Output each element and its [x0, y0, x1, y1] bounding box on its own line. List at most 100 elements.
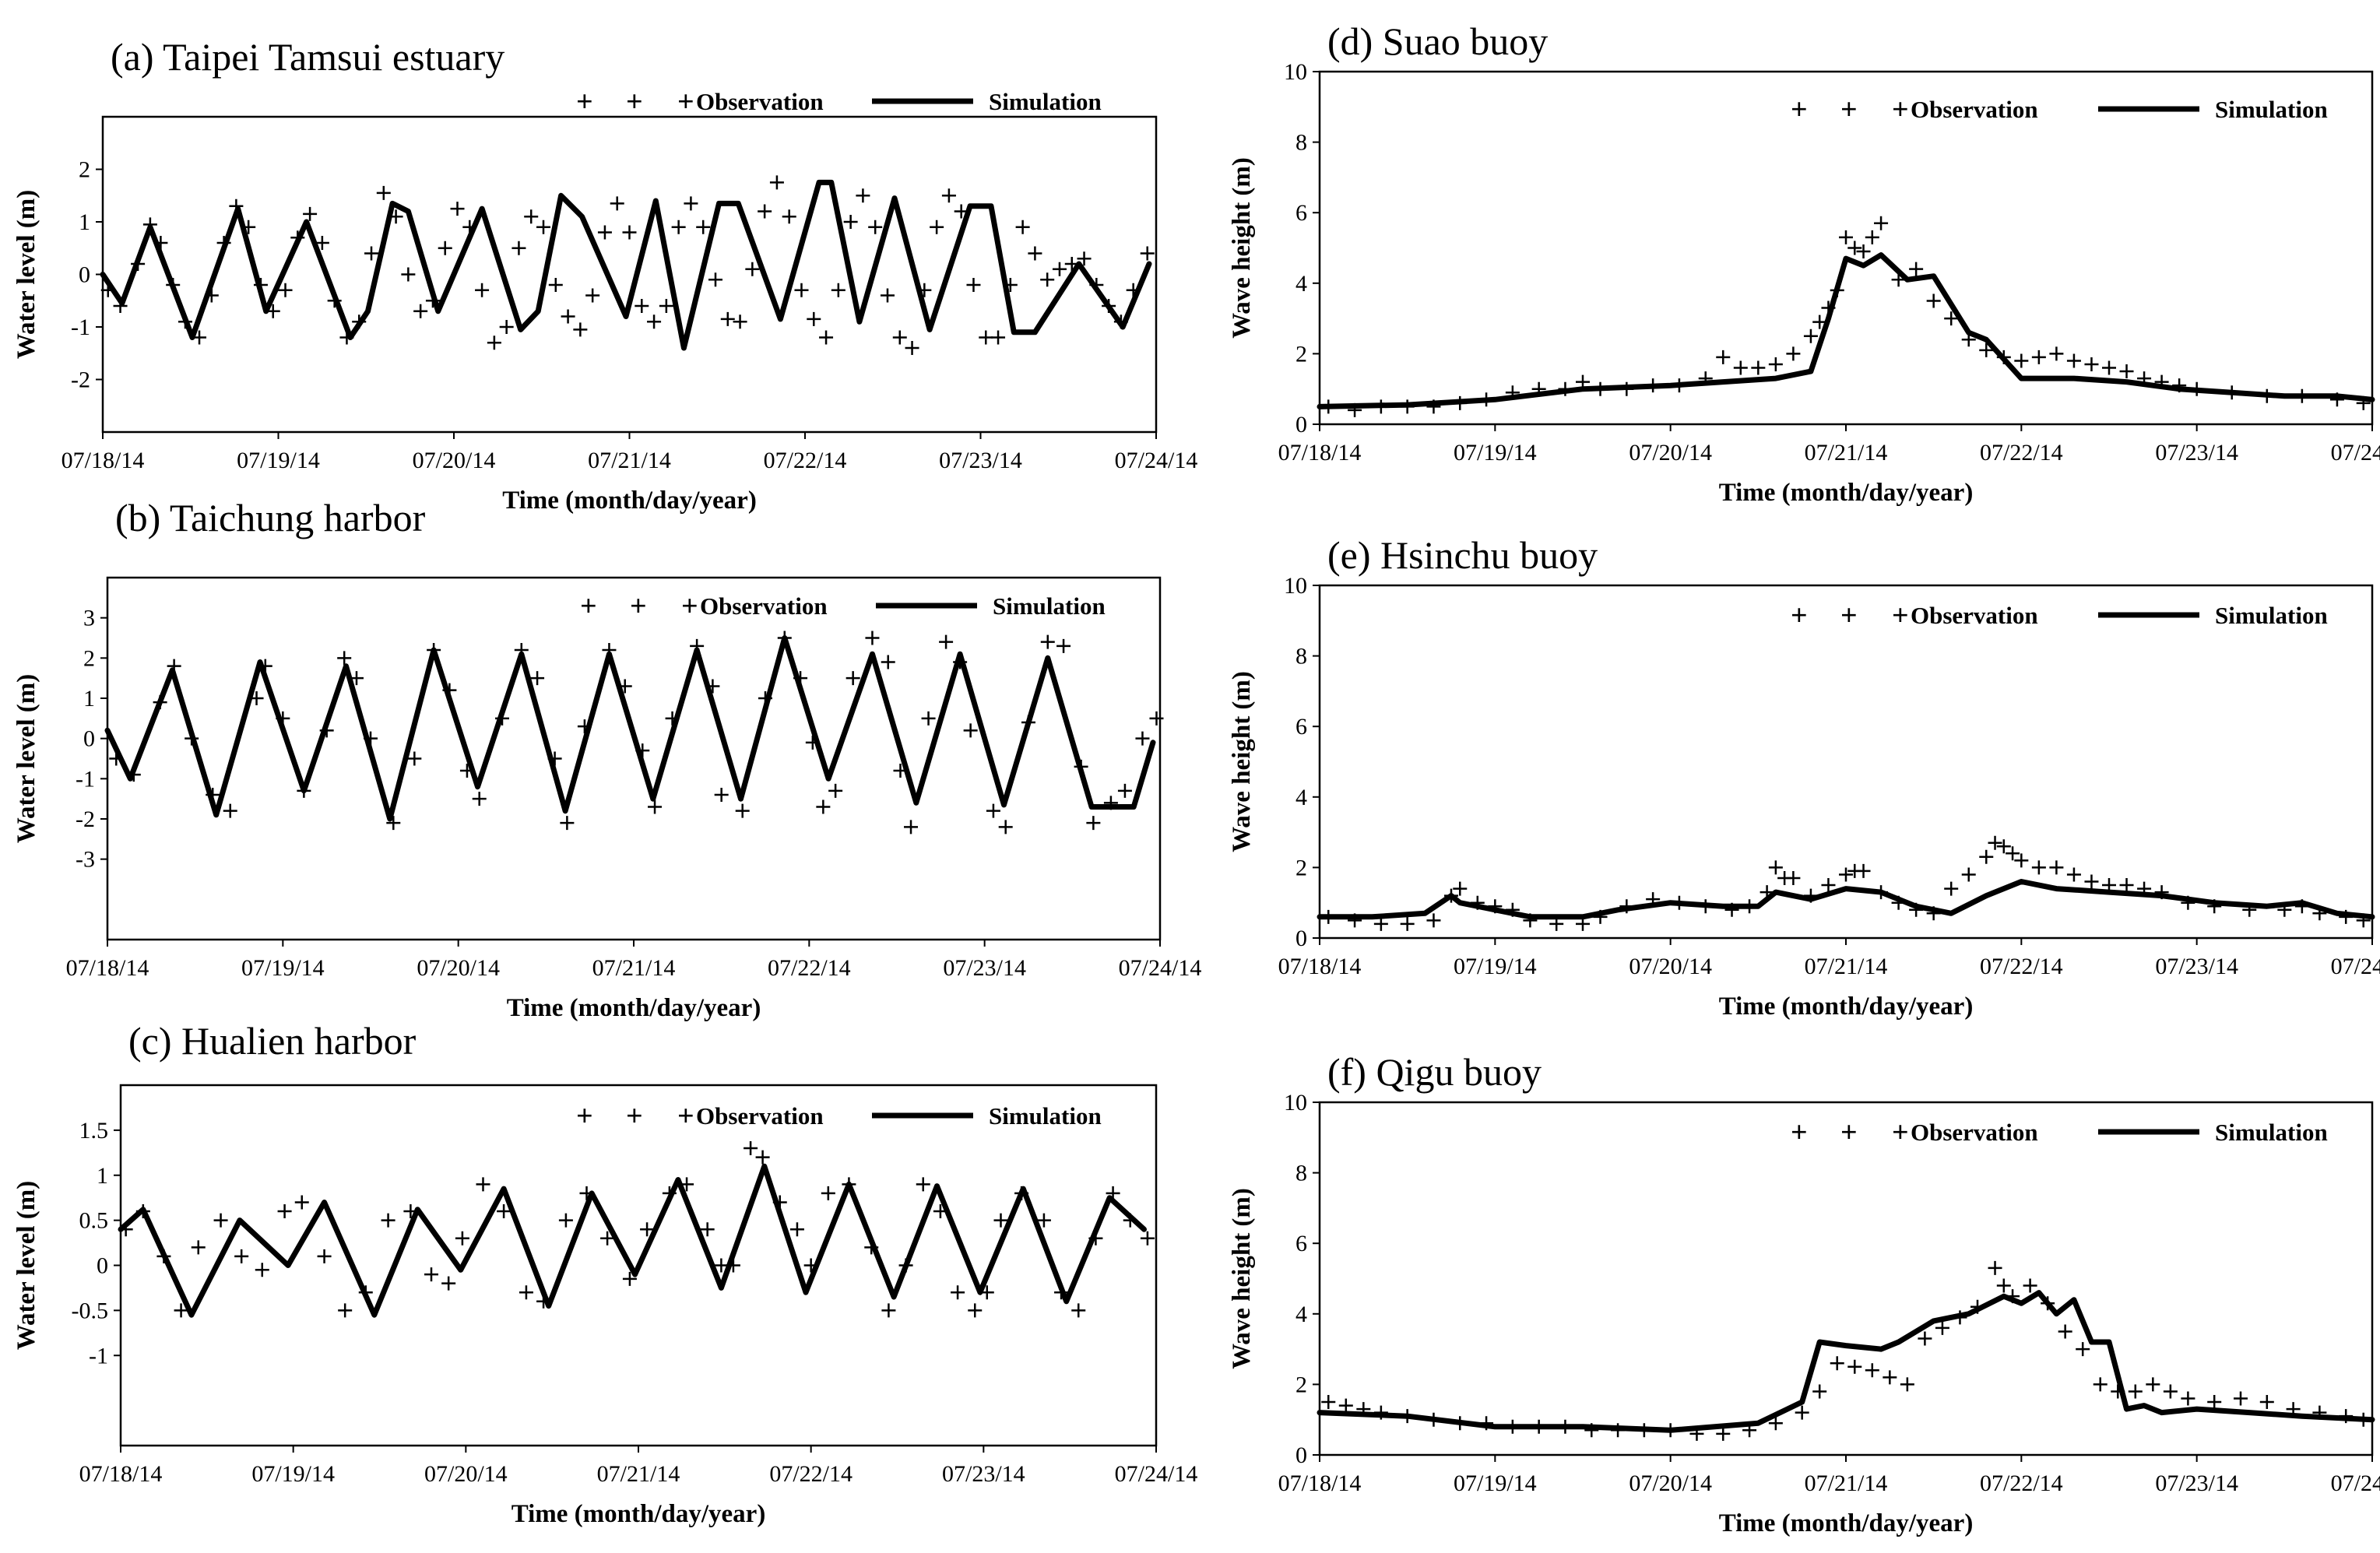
y-tick-label-f-2: 4 [1295, 1302, 1307, 1327]
observation-marker-b-25 [560, 816, 575, 831]
observation-marker-d-17 [1733, 360, 1748, 375]
observation-marker-d-5 [1453, 395, 1468, 410]
observation-marker-b-37 [777, 631, 792, 645]
legend-observation-a: Observation [696, 88, 824, 115]
observation-marker-c-48 [1014, 1186, 1029, 1200]
observation-marker-d-12 [1619, 381, 1634, 396]
observation-marker-a-3 [142, 217, 157, 232]
legend-obs-symbol-b-3: + [681, 590, 698, 623]
chart-title-a: (a) Taipei Tamsui estuary [111, 35, 504, 79]
observation-marker-a-25 [413, 304, 428, 318]
observation-marker-f-40 [2146, 1377, 2160, 1392]
observation-marker-d-20 [1786, 346, 1801, 361]
observation-marker-e-51 [2277, 902, 2292, 917]
observation-marker-e-19 [1742, 899, 1757, 914]
legend-simulation-b: Simulation [993, 592, 1106, 620]
observation-marker-e-5 [1444, 888, 1458, 903]
observation-marker-a-34 [524, 209, 539, 224]
observation-marker-d-11 [1593, 381, 1608, 396]
observation-marker-d-30 [1891, 272, 1906, 287]
observation-marker-f-12 [1611, 1423, 1626, 1438]
observation-marker-b-23 [530, 671, 545, 686]
x-tick-label-f-5: 07/23/14 [2155, 1470, 2238, 1496]
observation-marker-b-8 [258, 659, 272, 673]
observation-marker-e-15 [1646, 892, 1661, 907]
observation-marker-f-46 [2286, 1402, 2301, 1417]
observation-marker-e-41 [2049, 860, 2064, 875]
observation-marker-f-1 [1338, 1398, 1353, 1413]
observation-marker-b-18 [442, 683, 457, 697]
observation-marker-b-4 [185, 731, 199, 746]
observation-marker-b-16 [407, 751, 422, 766]
x-tick-label-b-5: 07/23/14 [943, 955, 1026, 981]
observation-marker-a-5 [166, 278, 181, 292]
observation-marker-d-47 [2189, 381, 2204, 396]
observation-marker-f-16 [1716, 1426, 1731, 1441]
observation-marker-f-26 [1918, 1331, 1932, 1346]
observation-marker-a-73 [1003, 278, 1018, 292]
observation-marker-a-35 [536, 220, 551, 234]
y-tick-label-e-1: 2 [1295, 855, 1307, 880]
legend-obs-symbol-f-1: + [1791, 1116, 1808, 1149]
observation-marker-b-38 [793, 671, 808, 686]
observation-marker-c-14 [403, 1204, 418, 1219]
observation-marker-b-48 [939, 634, 954, 649]
y-tick-label-c-5: 1.5 [79, 1118, 109, 1144]
observation-marker-a-1 [113, 299, 128, 313]
observation-marker-c-19 [497, 1204, 512, 1219]
legend-obs-symbol-f-3: + [1892, 1116, 1909, 1149]
observation-marker-e-42 [2066, 867, 2081, 882]
observation-marker-a-8 [204, 288, 219, 303]
chart-title-d: (d) Suao buoy [1327, 19, 1548, 63]
observation-marker-c-20 [519, 1285, 533, 1300]
observation-marker-b-20 [472, 792, 487, 806]
observation-marker-c-2 [156, 1249, 171, 1263]
observation-marker-e-1 [1348, 913, 1362, 928]
observation-marker-d-41 [2084, 357, 2099, 371]
observation-marker-a-52 [745, 262, 760, 276]
observation-marker-d-6 [1479, 392, 1494, 407]
observation-marker-a-6 [178, 314, 192, 329]
observation-marker-f-28 [1953, 1310, 1967, 1325]
legend-simulation-e: Simulation [2215, 602, 2328, 629]
chart-title-f: (f) Qigu buoy [1327, 1050, 1542, 1094]
observation-marker-b-33 [705, 679, 720, 694]
observation-marker-c-29 [700, 1222, 715, 1237]
x-tick-label-e-4: 07/22/14 [1980, 954, 2063, 979]
observation-marker-e-20 [1760, 885, 1774, 900]
y-axis-label-d: Wave height (m) [1228, 157, 1256, 339]
observation-marker-c-40 [881, 1303, 896, 1318]
observation-marker-c-30 [714, 1258, 729, 1273]
observation-marker-e-40 [2031, 860, 2046, 875]
simulation-line-d [1317, 252, 2375, 409]
observation-marker-e-0 [1321, 909, 1336, 924]
observation-marker-a-68 [941, 188, 956, 203]
x-axis-label-b: Time (month/day/year) [507, 994, 761, 1022]
observation-marker-f-14 [1663, 1423, 1678, 1438]
y-tick-label-d-3: 6 [1295, 200, 1307, 226]
observation-marker-f-48 [2339, 1409, 2354, 1424]
observation-marker-a-19 [339, 330, 354, 345]
x-tick-label-d-6: 07/24/14 [2331, 440, 2380, 466]
observation-marker-b-1 [126, 768, 141, 782]
observation-marker-f-7 [1479, 1416, 1494, 1431]
observation-marker-b-35 [735, 803, 750, 818]
y-tick-label-d-0: 0 [1295, 412, 1307, 437]
observation-marker-a-63 [880, 288, 895, 303]
observation-marker-f-42 [2181, 1391, 2195, 1406]
observation-marker-e-3 [1400, 916, 1415, 931]
observation-marker-b-17 [427, 643, 441, 657]
observation-marker-c-37 [821, 1186, 835, 1200]
observation-marker-f-32 [2006, 1289, 2020, 1304]
legend-obs-symbol-d-1: + [1791, 93, 1808, 126]
x-tick-label-a-3: 07/21/14 [588, 448, 671, 473]
observation-marker-e-38 [2006, 846, 2020, 861]
observation-marker-b-0 [109, 751, 124, 766]
observation-marker-f-22 [1847, 1359, 1862, 1374]
observation-marker-a-28 [450, 202, 465, 216]
observation-marker-d-39 [2049, 346, 2064, 361]
observation-marker-a-15 [290, 230, 305, 245]
observation-marker-b-19 [459, 764, 474, 778]
observation-marker-f-39 [2128, 1384, 2143, 1399]
y-tick-label-e-4: 8 [1295, 644, 1307, 669]
